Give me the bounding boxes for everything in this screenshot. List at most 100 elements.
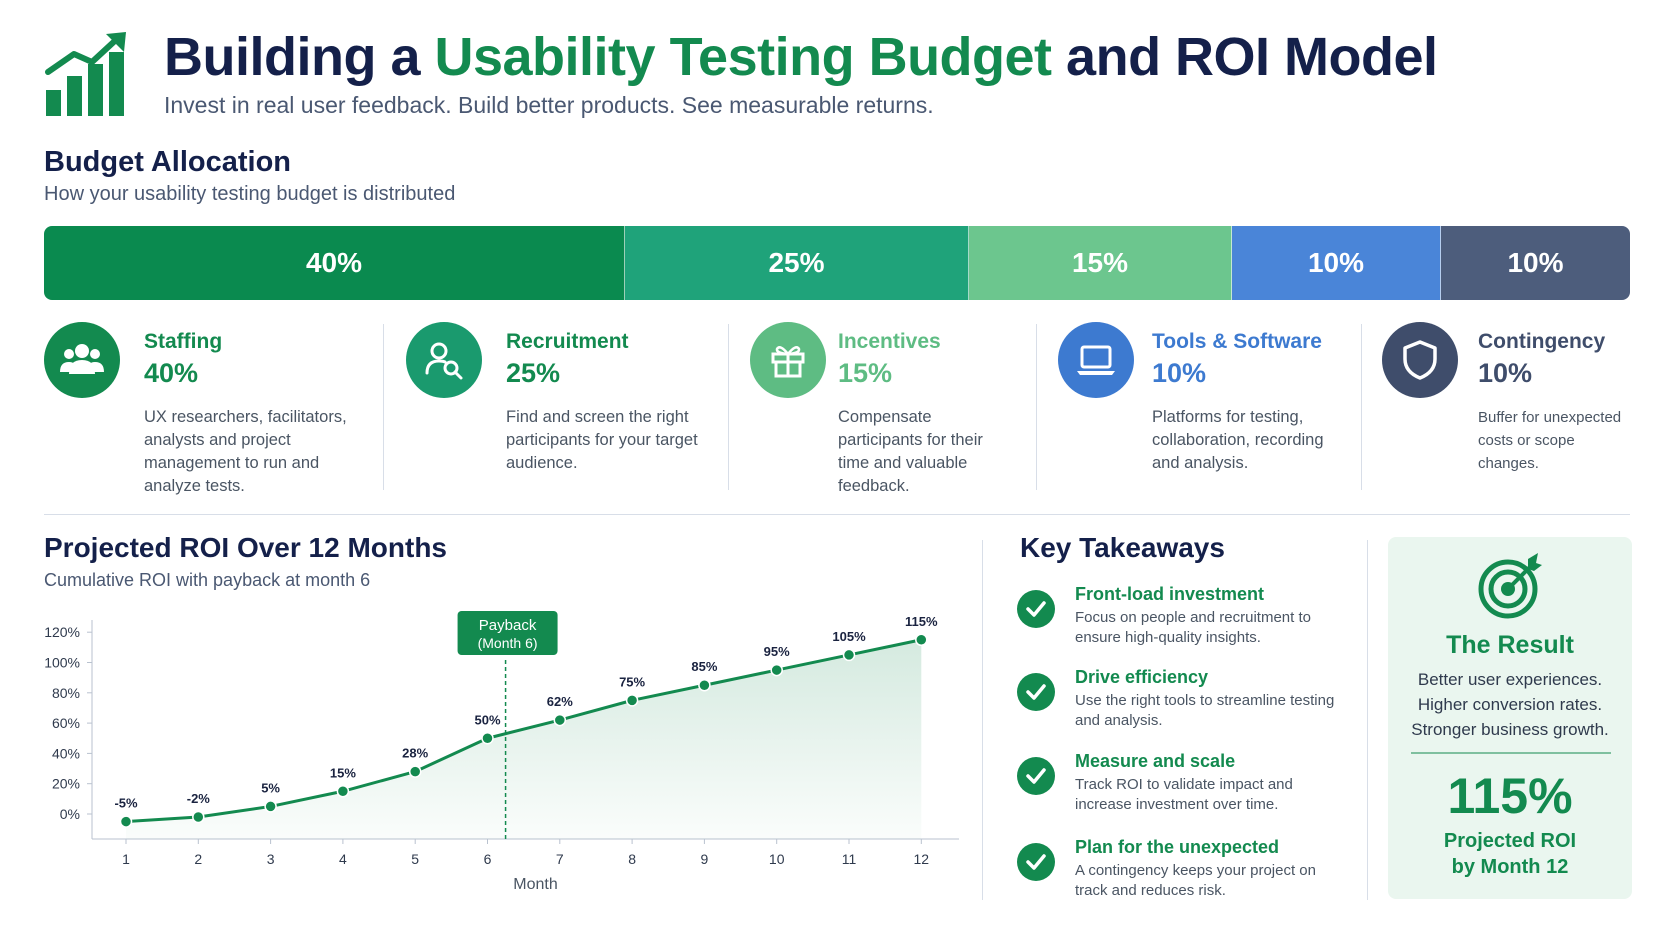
x-tick-label: 11 <box>842 851 857 867</box>
budget-subtitle: How your usability testing budget is dis… <box>44 183 456 205</box>
data-label: 85% <box>691 659 717 674</box>
result-caption: Projected ROI by Month 12 <box>1388 828 1632 880</box>
result-caption-line: by Month 12 <box>1451 856 1569 878</box>
takeaway-title: Measure and scale <box>1075 751 1236 771</box>
data-point <box>915 633 928 647</box>
y-tick-label: 80% <box>52 685 80 701</box>
allocation-segment: 15% <box>969 226 1232 300</box>
card-percent: 40% <box>144 358 199 388</box>
users-icon <box>44 322 120 398</box>
user-search-icon <box>406 322 482 398</box>
allocation-segment: 25% <box>625 226 969 300</box>
check-icon <box>1017 757 1055 795</box>
card-percent: 25% <box>506 358 561 388</box>
card-name: Incentives <box>838 330 941 353</box>
y-tick-label: 0% <box>60 806 80 822</box>
card-divider <box>383 324 384 490</box>
y-tick-label: 120% <box>44 624 80 640</box>
data-point <box>119 815 133 828</box>
card-percent: 15% <box>838 358 893 388</box>
result-line: Stronger business growth. <box>1411 720 1609 739</box>
allocation-segment: 10% <box>1232 226 1441 300</box>
result-divider <box>1411 752 1611 754</box>
result-text: Better user experiences. Higher conversi… <box>1388 667 1632 742</box>
data-point <box>408 765 422 778</box>
x-axis-label: Month <box>513 876 557 893</box>
check-icon <box>1017 843 1055 881</box>
y-tick-label: 20% <box>52 776 80 792</box>
payback-badge <box>457 611 558 655</box>
column-divider <box>982 540 983 900</box>
card-divider <box>728 324 729 490</box>
data-label: 62% <box>547 694 573 709</box>
target-icon <box>1478 553 1542 619</box>
data-label: -2% <box>187 791 211 806</box>
card-recruitment: Recruitment 25% Find and screen the righ… <box>406 320 716 492</box>
result-line: Better user experiences. <box>1417 670 1603 689</box>
card-divider <box>1361 324 1362 490</box>
card-description: Find and screen the right participants f… <box>506 408 698 472</box>
takeaway-description: Track ROI to validate impact and increas… <box>1075 776 1293 813</box>
x-tick-label: 6 <box>484 851 492 867</box>
roi-area <box>126 639 922 839</box>
card-description: Buffer for unexpected costs or scope cha… <box>1478 409 1622 472</box>
check-icon <box>1017 673 1055 711</box>
data-label: 15% <box>330 765 356 780</box>
card-name: Recruitment <box>506 330 629 353</box>
takeaway-title: Front-load investment <box>1075 584 1265 604</box>
card-percent: 10% <box>1152 358 1207 388</box>
payback-label: Payback <box>479 617 537 634</box>
data-label: 50% <box>474 712 500 727</box>
card-tools-software: Tools & Software 10% Platforms for testi… <box>1058 320 1358 492</box>
x-tick-label: 1 <box>122 851 130 867</box>
shield-icon <box>1382 322 1458 398</box>
data-point <box>698 678 711 692</box>
result-panel: The Result Better user experiences. High… <box>1388 537 1632 899</box>
takeaway-title: Drive efficiency <box>1075 667 1209 687</box>
header: Building a Usability Testing Budget and … <box>44 26 1644 126</box>
roi-chart: 0%20%40%60%80%100%120%1 2 3 4 5 6 7 8 9 10 11 12Mon… <box>44 611 959 893</box>
x-tick-label: 3 <box>267 851 275 867</box>
card-staffing: Staffing 40% UX researchers, facilitator… <box>44 320 374 495</box>
laptop-icon <box>1058 322 1134 398</box>
card-name: Contingency <box>1478 330 1606 353</box>
section-divider <box>44 514 1630 515</box>
page-title: Building a Usability Testing Budget and … <box>164 27 1438 87</box>
x-tick-label: 5 <box>411 851 419 867</box>
data-point <box>842 648 856 662</box>
x-tick-label: 10 <box>769 851 785 867</box>
payback-sublabel: (Month 6) <box>478 635 538 651</box>
takeaway-description: A contingency keeps your project on trac… <box>1075 862 1316 899</box>
allocation-segment: 40% <box>44 226 625 300</box>
budget-title: Budget Allocation <box>44 146 292 178</box>
result-roi-value: 115% <box>1447 768 1573 824</box>
x-tick-label: 7 <box>556 851 564 867</box>
result-caption-line: Projected ROI <box>1443 830 1577 852</box>
data-label: 95% <box>764 644 790 659</box>
x-tick-label: 9 <box>701 851 709 867</box>
x-tick-label: 8 <box>628 851 636 867</box>
roi-subtitle: Cumulative ROI with payback at month 6 <box>44 570 371 590</box>
x-tick-label: 2 <box>194 851 202 867</box>
card-percent: 10% <box>1478 358 1533 388</box>
allocation-bar: 40% 25% 15% 10% 10% <box>44 226 1630 300</box>
card-description: Platforms for testing, collaboration, re… <box>1152 408 1324 472</box>
y-tick-label: 100% <box>44 655 80 671</box>
y-tick-label: 40% <box>52 745 80 761</box>
card-description: UX researchers, facilitators, analysts a… <box>144 408 347 495</box>
allocation-cards: Staffing 40% UX researchers, facilitator… <box>44 320 1630 495</box>
data-point <box>481 732 494 745</box>
card-divider <box>1036 324 1037 490</box>
takeaway-title: Plan for the unexpected <box>1075 837 1280 857</box>
roi-line <box>125 638 922 824</box>
data-point <box>625 694 639 707</box>
growth-chart-logo-icon <box>45 32 126 116</box>
data-label: 115% <box>905 614 938 629</box>
page-subtitle: Invest in real user feedback. Build bett… <box>164 92 934 118</box>
card-name: Tools & Software <box>1152 330 1322 353</box>
data-label: 28% <box>402 746 428 761</box>
data-point <box>192 810 205 824</box>
y-tick-label: 60% <box>52 715 80 731</box>
card-contingency: Contingency 10% Buffer for unexpected co… <box>1382 320 1630 492</box>
card-incentives: Incentives 15% Compensate participants f… <box>750 320 1030 495</box>
